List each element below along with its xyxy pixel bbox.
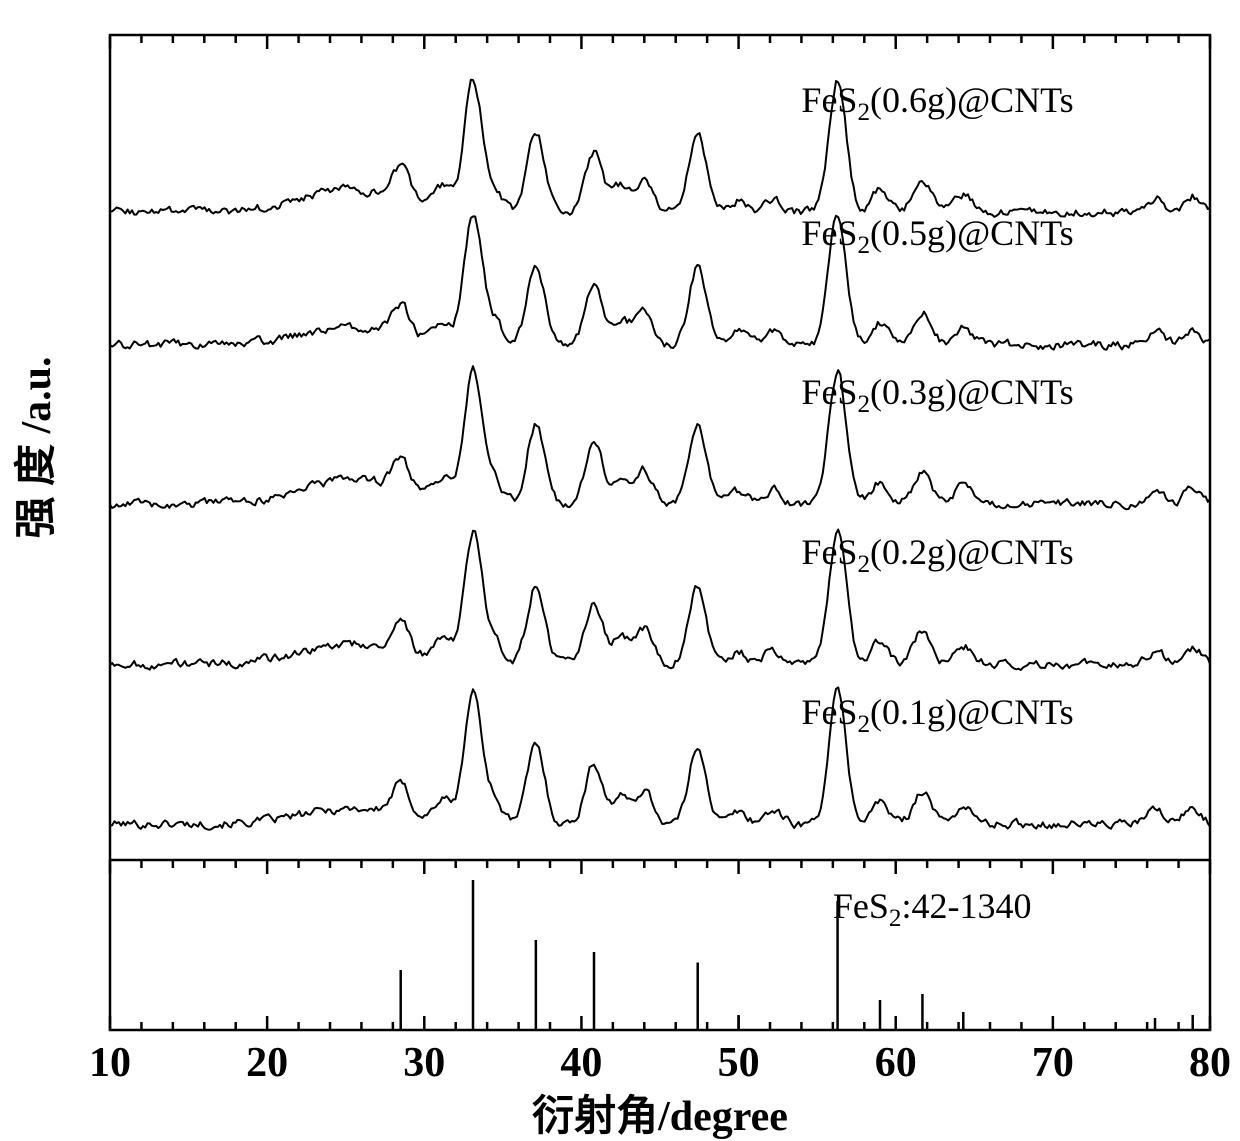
trace-label: FeS2(0.1g)@CNTs: [801, 692, 1073, 738]
svg-text:60: 60: [875, 1040, 917, 1086]
trace-label: FeS2(0.3g)@CNTs: [801, 372, 1073, 418]
svg-text:FeS2:42-1340: FeS2:42-1340: [833, 886, 1032, 932]
svg-text:80: 80: [1189, 1040, 1231, 1086]
trace-label: FeS2(0.2g)@CNTs: [801, 532, 1073, 578]
trace-label: FeS2(0.5g)@CNTs: [801, 213, 1073, 259]
svg-text:70: 70: [1032, 1040, 1074, 1086]
svg-text:衍射角/degree: 衍射角/degree: [532, 1093, 788, 1140]
svg-text:50: 50: [718, 1040, 760, 1086]
svg-text:20: 20: [246, 1040, 288, 1086]
svg-text:30: 30: [403, 1040, 445, 1086]
svg-text:10: 10: [89, 1040, 131, 1086]
xrd-stacked-chart: 10 20 30 40 50 60 70 80 衍射角/degree 强 度 /a.u. FeS2:…: [0, 0, 1240, 1141]
trace-label: FeS2(0.6g)@CNTs: [801, 80, 1073, 126]
svg-text:40: 40: [560, 1040, 602, 1086]
svg-text:强 度 /a.u.: 强 度 /a.u.: [13, 356, 60, 538]
